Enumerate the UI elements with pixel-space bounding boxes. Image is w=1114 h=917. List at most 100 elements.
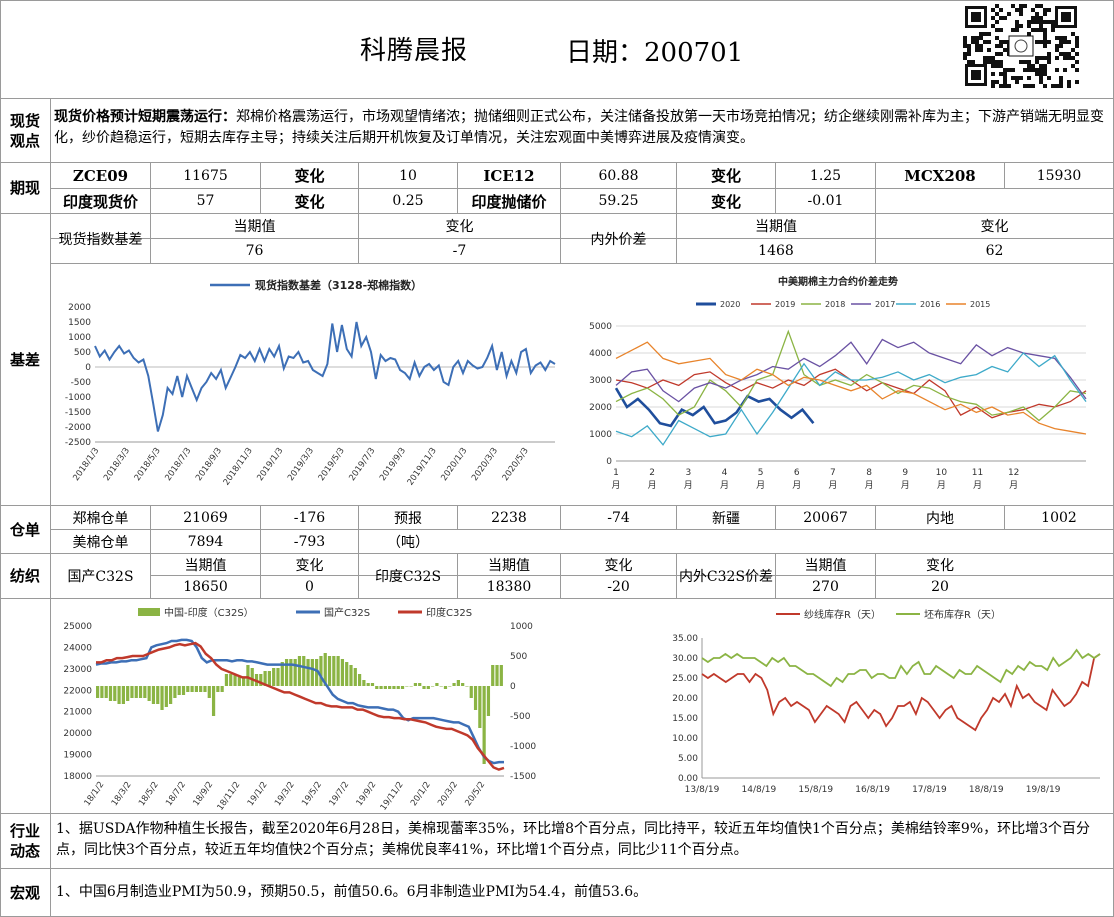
section-futures: 期现 xyxy=(9,179,40,197)
india-spot-value: 57 xyxy=(196,193,215,209)
qr-module xyxy=(1031,20,1035,24)
x-tick-label: 19/3/2 xyxy=(273,780,297,808)
qr-module xyxy=(1027,76,1031,80)
qr-module xyxy=(1039,68,1043,72)
qr-module xyxy=(967,60,971,64)
y2-tick-label: 0 xyxy=(510,682,516,692)
qr-module xyxy=(991,60,995,64)
legend-swatch xyxy=(138,608,160,616)
x-tick-label: 10 xyxy=(936,468,948,478)
forecast-value: 2238 xyxy=(491,509,527,526)
spread-change-header2: 变化 xyxy=(926,557,954,574)
x-tick-suffix: 月 xyxy=(611,480,620,491)
qr-module xyxy=(1055,36,1059,40)
diff-bar xyxy=(448,686,452,687)
diff-bar xyxy=(327,656,332,686)
qr-module xyxy=(1039,56,1043,60)
y-tick-label: 35.00 xyxy=(672,634,698,644)
section-textile: 纺织 xyxy=(9,567,40,585)
qr-module xyxy=(975,44,979,48)
ice12-label: ICE12 xyxy=(483,166,535,185)
diff-bar xyxy=(181,686,186,695)
x-tick-label: 2019/11/3 xyxy=(406,446,439,487)
x-tick-label: 2018/7/3 xyxy=(163,446,193,483)
qr-module xyxy=(1047,56,1051,60)
qr-module xyxy=(999,16,1003,20)
qr-module xyxy=(999,60,1003,64)
series-line-坯布库存R（天） xyxy=(701,648,1101,688)
qr-module xyxy=(1027,84,1031,88)
qr-module xyxy=(1067,84,1071,88)
qr-module xyxy=(983,56,987,60)
diff-bar xyxy=(284,659,289,686)
qr-module xyxy=(1031,68,1035,72)
diff-bar xyxy=(250,668,254,686)
x-tick-label: 17/8/19 xyxy=(912,785,947,795)
y-tick-label: 23000 xyxy=(63,665,92,675)
qr-module xyxy=(1055,44,1059,48)
diff-bar xyxy=(353,668,357,686)
qr-module xyxy=(1003,72,1007,76)
x-tick-label: 2019/9/3 xyxy=(378,446,408,483)
qr-module xyxy=(1055,48,1059,52)
chart-title: 中美期棉主力合约价差走势 xyxy=(778,275,898,288)
spot-view-text: 现货价格预计短期震荡运行：郑棉价格震荡运行，市场观望情绪浓；抛储细则正式公布，关… xyxy=(54,107,1104,149)
diff-bar xyxy=(267,671,272,686)
us-warrant-label: 美棉仓单 xyxy=(72,534,129,551)
x-tick-label: 15/8/19 xyxy=(798,785,833,795)
domestic-change-header: 变化 xyxy=(295,557,324,574)
qr-module xyxy=(1055,56,1059,60)
ice12-change-value: 1.25 xyxy=(809,167,842,184)
y-tick-label: 10.00 xyxy=(672,734,698,744)
zce-warrant-change: -176 xyxy=(293,509,326,526)
diff-bar xyxy=(370,683,375,686)
legend-label: 现货指数基差（3128-郑棉指数） xyxy=(255,278,422,292)
diff-bar xyxy=(495,665,499,686)
x-tick-label: 19/1/2 xyxy=(246,780,270,808)
qr-module xyxy=(963,56,967,60)
qr-module xyxy=(1027,24,1031,28)
qr-code xyxy=(963,4,1079,88)
india-c32s-change: -20 xyxy=(607,579,630,595)
y2-tick-label: -1000 xyxy=(510,742,536,752)
qr-module xyxy=(1007,84,1011,88)
diff-bar xyxy=(362,680,366,686)
spread-current-value: 1468 xyxy=(758,243,794,259)
series-line-2018 xyxy=(615,329,1087,422)
legend-label: 2017 xyxy=(875,300,895,309)
qr-module xyxy=(1035,72,1039,76)
qr-module xyxy=(1015,80,1019,84)
qr-module xyxy=(1059,76,1063,80)
macro-news: 1、中国6月制造业PMI为50.9，预期50.5，前值50.6。6月非制造业PM… xyxy=(56,884,648,900)
zce09-label: ZCE09 xyxy=(72,166,129,185)
diff-bar xyxy=(383,686,387,689)
qr-module xyxy=(1035,12,1039,16)
spot-basis-chart: 现货指数基差（3128-郑棉指数） 2000 1500 1000 500 0 -500 -10… xyxy=(65,278,556,487)
x-tick-suffix: 月 xyxy=(901,480,910,491)
series-line-印度C32S xyxy=(96,641,505,771)
qr-module xyxy=(963,44,967,48)
qr-module xyxy=(975,36,979,40)
qr-module xyxy=(1011,4,1015,8)
diff-bar xyxy=(126,686,130,701)
spread-change-value: 62 xyxy=(985,243,1004,259)
x-tick-label: 2019/7/3 xyxy=(347,446,377,483)
y-tick-label: -2000 xyxy=(65,423,91,433)
x-tick-label: 20/5/2 xyxy=(463,780,487,808)
qr-module xyxy=(991,84,995,88)
y-tick-label: 18000 xyxy=(63,772,92,782)
qr-module xyxy=(963,36,967,40)
series-line-2017 xyxy=(615,338,1087,403)
qr-module xyxy=(995,28,999,32)
qr-module xyxy=(975,40,979,44)
diff-bar xyxy=(207,686,211,698)
diff-bar xyxy=(211,686,216,716)
diff-bar xyxy=(121,686,125,704)
qr-module xyxy=(999,84,1003,88)
y-tick-label: 4000 xyxy=(589,349,612,359)
qr-module xyxy=(991,64,995,68)
diff-bar xyxy=(469,686,473,698)
y-tick-label: 1500 xyxy=(68,318,91,328)
x-tick-label: 18/5/2 xyxy=(137,780,161,808)
qr-module xyxy=(1059,40,1063,44)
